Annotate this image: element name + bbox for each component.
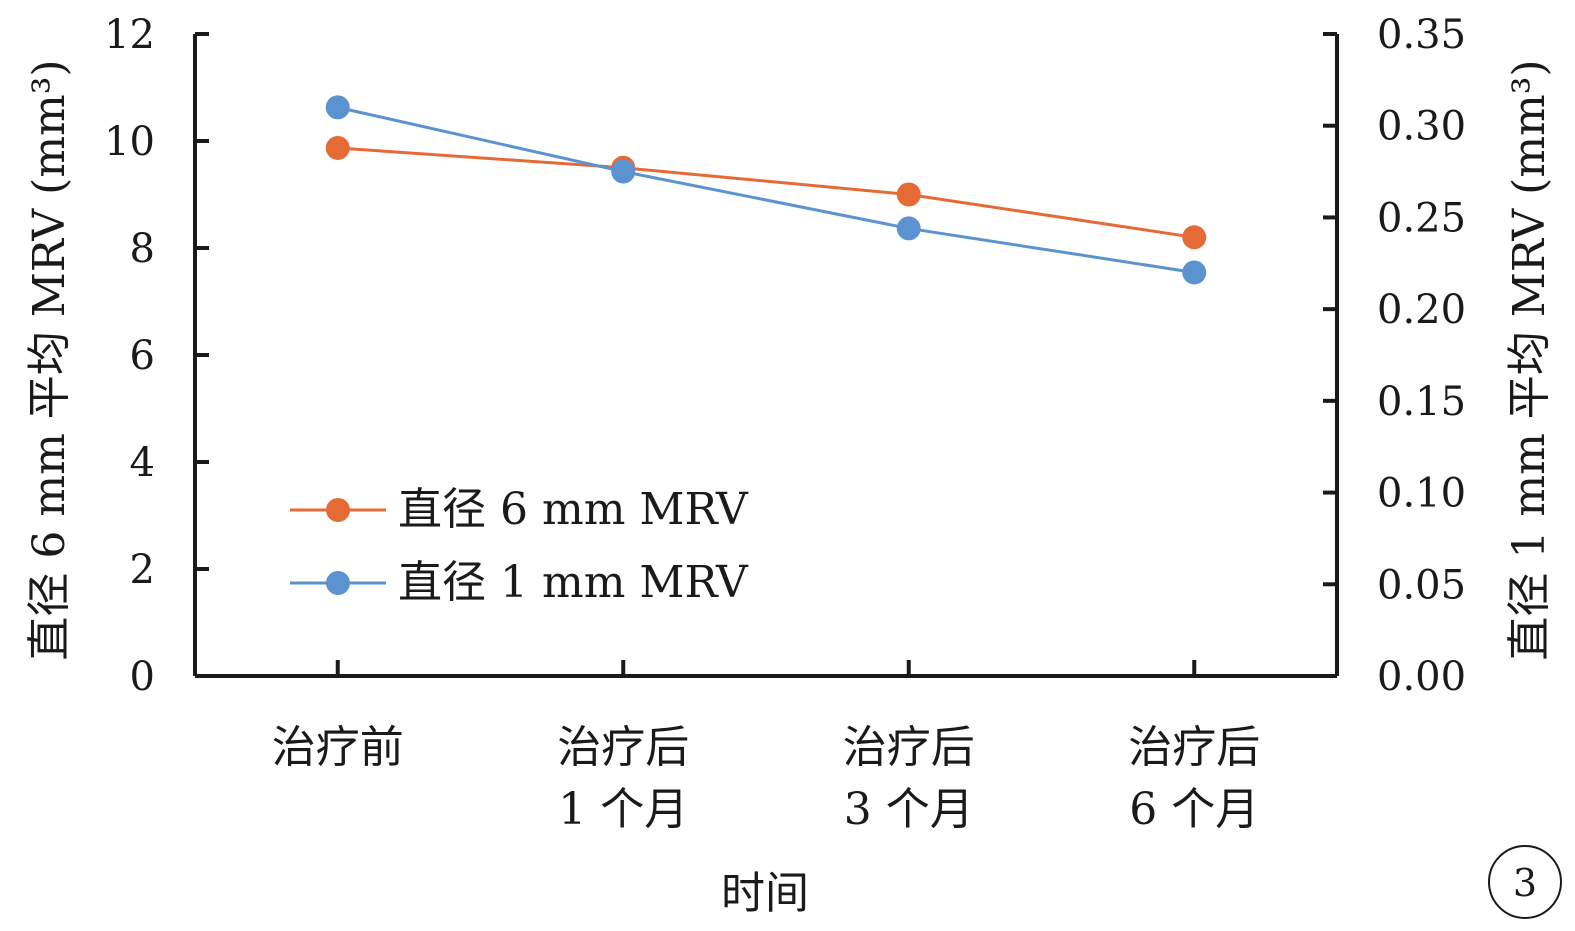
x-category-label-line: 治疗后 bbox=[1128, 722, 1260, 773]
legend-label-6mm: 直径 6 mm MRV bbox=[398, 484, 749, 535]
legend-entry-6mm: 直径 6 mm MRV bbox=[290, 484, 749, 535]
x-category-label-line: 1 个月 bbox=[558, 784, 688, 835]
right-axis-title: 直径 1 mm 平均 MRV (mm³) bbox=[1504, 59, 1555, 660]
x-category-label-line: 3 个月 bbox=[844, 784, 974, 835]
left-tick-label: 12 bbox=[104, 12, 155, 58]
left-tick-label: 8 bbox=[130, 226, 155, 272]
right-tick-label: 0.05 bbox=[1377, 562, 1466, 608]
left-tick-label: 2 bbox=[130, 547, 155, 593]
right-tick-label: 0.15 bbox=[1377, 379, 1466, 425]
series-layer bbox=[325, 95, 1207, 285]
x-category-label-line: 治疗前 bbox=[272, 722, 404, 773]
right-tick-label: 0.35 bbox=[1377, 12, 1466, 58]
right-tick-label: 0.00 bbox=[1377, 654, 1466, 700]
data-point-1mm bbox=[896, 216, 921, 241]
right-tick-label: 0.25 bbox=[1377, 195, 1466, 241]
left-tick-label: 4 bbox=[130, 440, 155, 486]
x-category-label-line: 治疗后 bbox=[557, 722, 689, 773]
right-tick-label: 0.20 bbox=[1377, 287, 1466, 333]
left-tick-label: 0 bbox=[130, 654, 155, 700]
data-point-1mm bbox=[325, 95, 350, 120]
x-category-label: 治疗前 bbox=[272, 722, 404, 773]
panel-number-circle bbox=[1488, 845, 1562, 919]
legend: 直径 6 mm MRV 直径 1 mm MRV bbox=[290, 484, 749, 608]
legend-marker-1mm bbox=[326, 571, 350, 595]
axes bbox=[193, 34, 1339, 678]
legend-marker-6mm bbox=[326, 498, 350, 522]
left-tick-label: 10 bbox=[104, 119, 155, 165]
data-point-6mm bbox=[896, 182, 921, 207]
x-category-label: 治疗后 1 个月 bbox=[557, 722, 689, 835]
right-tick-label: 0.30 bbox=[1377, 104, 1466, 150]
series-line-6mm bbox=[337, 146, 1195, 239]
data-point-6mm bbox=[1182, 225, 1207, 250]
right-tick-label: 0.10 bbox=[1377, 471, 1466, 517]
left-tick-label: 6 bbox=[130, 333, 155, 379]
legend-entry-1mm: 直径 1 mm MRV bbox=[290, 557, 749, 608]
left-axis-title: 直径 6 mm 平均 MRV (mm³) bbox=[24, 59, 75, 660]
data-point-1mm bbox=[1182, 260, 1207, 285]
x-category-label: 治疗后 6 个月 bbox=[1128, 722, 1260, 835]
panel-number-badge: 3 bbox=[1488, 845, 1562, 919]
x-category-label-line: 6 个月 bbox=[1129, 784, 1259, 835]
data-point-1mm bbox=[611, 159, 636, 184]
x-axis-title: 时间 bbox=[721, 868, 809, 919]
legend-label-1mm: 直径 1 mm MRV bbox=[398, 557, 749, 608]
data-point-6mm bbox=[325, 135, 350, 160]
x-category-label: 治疗后 3 个月 bbox=[843, 722, 975, 835]
series-line-1mm bbox=[337, 105, 1195, 274]
ticks: 0 2 4 6 8 10 12 0.00 0.05 0.10 0.15 0.20 0.25 0.30 0.3… bbox=[104, 12, 1466, 835]
panel-number-text: 3 bbox=[1513, 861, 1537, 905]
x-category-label-line: 治疗后 bbox=[843, 722, 975, 773]
